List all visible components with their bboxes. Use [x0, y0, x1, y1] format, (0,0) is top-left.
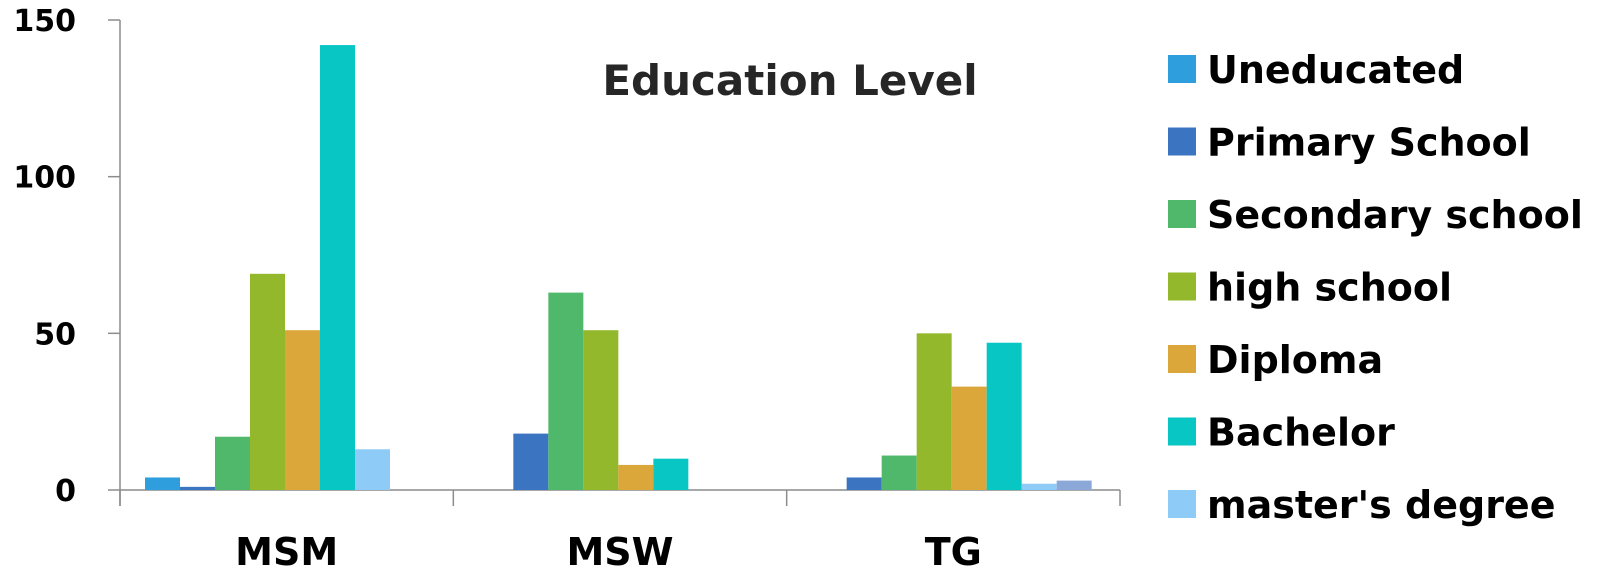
- bar: [180, 486, 215, 490]
- bar: [250, 273, 285, 490]
- legend-swatch: [1168, 490, 1196, 518]
- x-tick-label: TG: [925, 530, 982, 574]
- legend-swatch: [1168, 200, 1196, 228]
- bar: [881, 455, 917, 490]
- bar: [1056, 480, 1092, 490]
- bar: [916, 333, 952, 490]
- y-tick-label: 0: [55, 474, 76, 509]
- bar: [618, 464, 654, 490]
- legend-swatch: [1168, 272, 1196, 301]
- legend-label: Secondary school: [1207, 193, 1583, 237]
- bar: [846, 477, 882, 490]
- bar: [145, 477, 180, 490]
- legend-swatch: [1168, 417, 1196, 446]
- legend-swatch: [1168, 127, 1196, 156]
- x-tick-label: MSW: [566, 530, 673, 574]
- bar: [653, 458, 689, 490]
- legend-label: Diploma: [1207, 338, 1383, 382]
- bar: [548, 292, 584, 490]
- chart-legend: Uneducated Primary School Secondary school…: [1168, 48, 1583, 527]
- bar: [285, 330, 320, 490]
- y-tick-label: 50: [34, 317, 76, 352]
- legend-label: Bachelor: [1207, 411, 1395, 455]
- bar: [355, 449, 390, 490]
- chart-tick-labels: 0 50 100 150 MSM MSW TG: [13, 4, 982, 574]
- bar: [215, 436, 250, 490]
- bar: [583, 330, 619, 490]
- y-tick-label: 100: [13, 161, 76, 196]
- legend-label: Uneducated: [1207, 48, 1464, 92]
- chart-bars: [145, 45, 1092, 491]
- bar: [513, 433, 549, 490]
- legend-label: Primary School: [1207, 121, 1531, 165]
- legend-label: high school: [1207, 266, 1452, 310]
- bar: [1021, 483, 1057, 490]
- legend-swatch: [1168, 345, 1196, 373]
- legend-swatch: [1168, 55, 1196, 83]
- bar: [986, 342, 1022, 490]
- legend-label: master's degree: [1207, 483, 1555, 527]
- y-tick-label: 150: [13, 4, 76, 39]
- x-tick-label: MSM: [235, 530, 338, 574]
- bar: [320, 45, 355, 491]
- bar: [951, 386, 987, 490]
- chart-title: Education Level: [602, 56, 977, 105]
